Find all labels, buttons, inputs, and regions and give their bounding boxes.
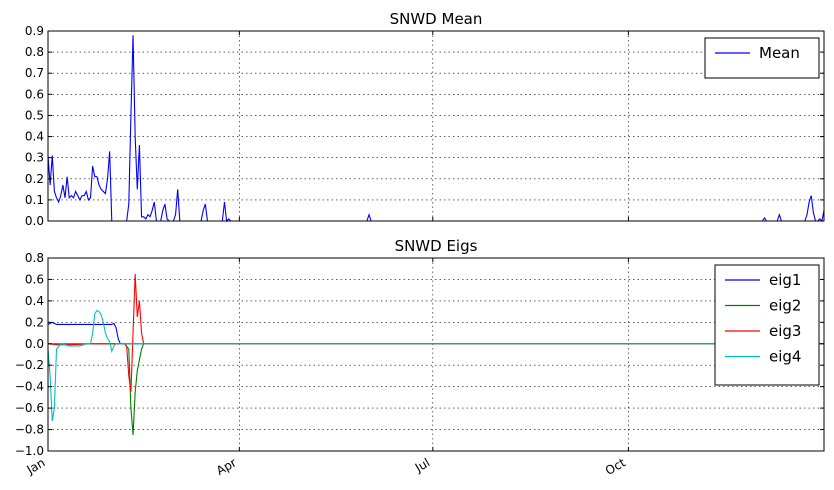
- legend-label-eig4: eig4: [769, 348, 801, 366]
- eigs-chart: SNWD Eigs −1.0 −0.8 −0.6 −0.4 −0.2 0.0 0.2 0.4 0.…: [15, 237, 825, 478]
- y-tick-label: 0.2: [25, 172, 44, 186]
- y-tick-label: 0.7: [25, 66, 44, 80]
- series-line-Mean: [47, 35, 825, 223]
- chart-title: SNWD Mean: [390, 10, 483, 28]
- chart-title: SNWD Eigs: [395, 237, 478, 255]
- series-line-eig4: [47, 309, 824, 422]
- y-tick-label: 0.6: [25, 87, 44, 101]
- mean-chart: SNWD Mean 0.0 0.1 0.2 0.3 0.4 0.5 0.6 0.7 0.8 0.9 M…: [25, 10, 825, 228]
- plot-frame: [47, 257, 825, 452]
- plot-frame: [47, 30, 825, 222]
- y-tick-label: 0.5: [25, 108, 44, 122]
- y-tick-label: 0.2: [25, 315, 44, 329]
- y-tick-label: 0.6: [25, 272, 44, 286]
- legend-label-Mean: Mean: [759, 44, 800, 62]
- x-tick-label: Oct: [603, 455, 628, 478]
- y-tick-label: 0.3: [25, 151, 44, 165]
- y-tick-label: −0.6: [15, 401, 44, 415]
- x-tick-label: Apr: [214, 455, 239, 478]
- y-tick-label: 0.0: [25, 214, 44, 228]
- y-tick-label: −1.0: [15, 444, 44, 458]
- y-tick-label: 0.4: [25, 130, 44, 144]
- y-tick-label: −0.4: [15, 380, 44, 394]
- y-tick-label: 0.0: [25, 337, 44, 351]
- y-tick-label: 0.8: [25, 251, 44, 265]
- series-line-eig1: [47, 321, 824, 345]
- y-tick-label: 0.1: [25, 193, 44, 207]
- legend-label-eig1: eig1: [769, 271, 801, 289]
- legend-box: [704, 37, 820, 79]
- y-tick-label: 0.4: [25, 294, 44, 308]
- legend-label-eig3: eig3: [769, 322, 801, 340]
- x-tick-label: Jul: [412, 455, 432, 475]
- series-line-eig3: [47, 274, 824, 393]
- x-tick-label: Jan: [24, 455, 48, 477]
- legend-box: [714, 264, 820, 386]
- y-tick-label: 0.8: [25, 45, 44, 59]
- y-tick-label: 0.9: [25, 24, 44, 38]
- y-tick-label: −0.8: [15, 423, 44, 437]
- legend-label-eig2: eig2: [769, 297, 801, 315]
- series-line-eig2: [48, 343, 824, 435]
- y-tick-label: −0.2: [15, 358, 44, 372]
